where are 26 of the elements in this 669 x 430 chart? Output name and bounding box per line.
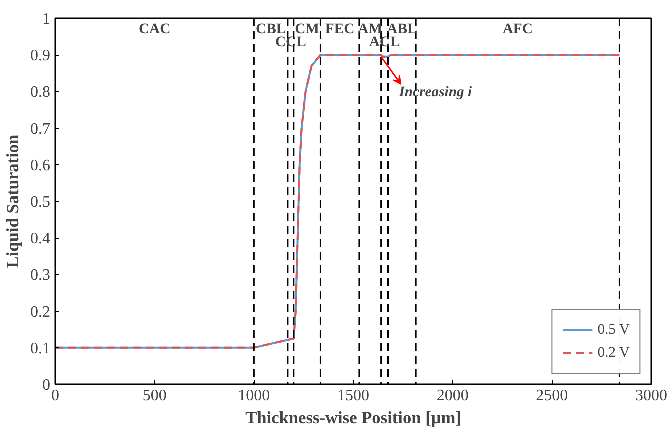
legend-label: 0.2 V <box>598 344 630 362</box>
y-tick-label: 0.5 <box>30 194 50 211</box>
x-tick-label: 2000 <box>436 388 469 404</box>
y-tick-label: 1 <box>42 11 50 28</box>
x-tick-label: 1500 <box>338 388 370 404</box>
annotation: CAC <box>138 21 171 38</box>
annotation: Increasing i <box>398 84 472 100</box>
annotation: FEC <box>325 21 355 38</box>
y-tick-label: 0.2 <box>30 304 50 321</box>
x-tick-label: 1000 <box>238 388 270 404</box>
x-axis-title: Thickness-wise Position [μm] <box>246 408 462 428</box>
x-tick-label: 2500 <box>536 388 568 404</box>
x-tick-label: 500 <box>142 388 167 404</box>
line-series <box>56 54 621 349</box>
y-axis-title: Liquid Saturation <box>4 134 22 268</box>
y-tick-label: 0 <box>42 377 50 394</box>
legend-label: 0.5 V <box>598 322 630 338</box>
y-tick-label: 0.8 <box>30 84 50 102</box>
x-tick-label: 3000 <box>636 388 668 404</box>
y-tick-label: 0.3 <box>30 267 50 284</box>
y-tick-label: 0.4 <box>30 230 50 248</box>
y-tick-label: 0.1 <box>30 340 50 358</box>
y-tick-label: 0.9 <box>30 48 50 65</box>
annotation: AFC <box>502 21 533 38</box>
y-tick-label: 0.7 <box>30 120 50 138</box>
y-tick-label: 0.6 <box>30 157 50 174</box>
